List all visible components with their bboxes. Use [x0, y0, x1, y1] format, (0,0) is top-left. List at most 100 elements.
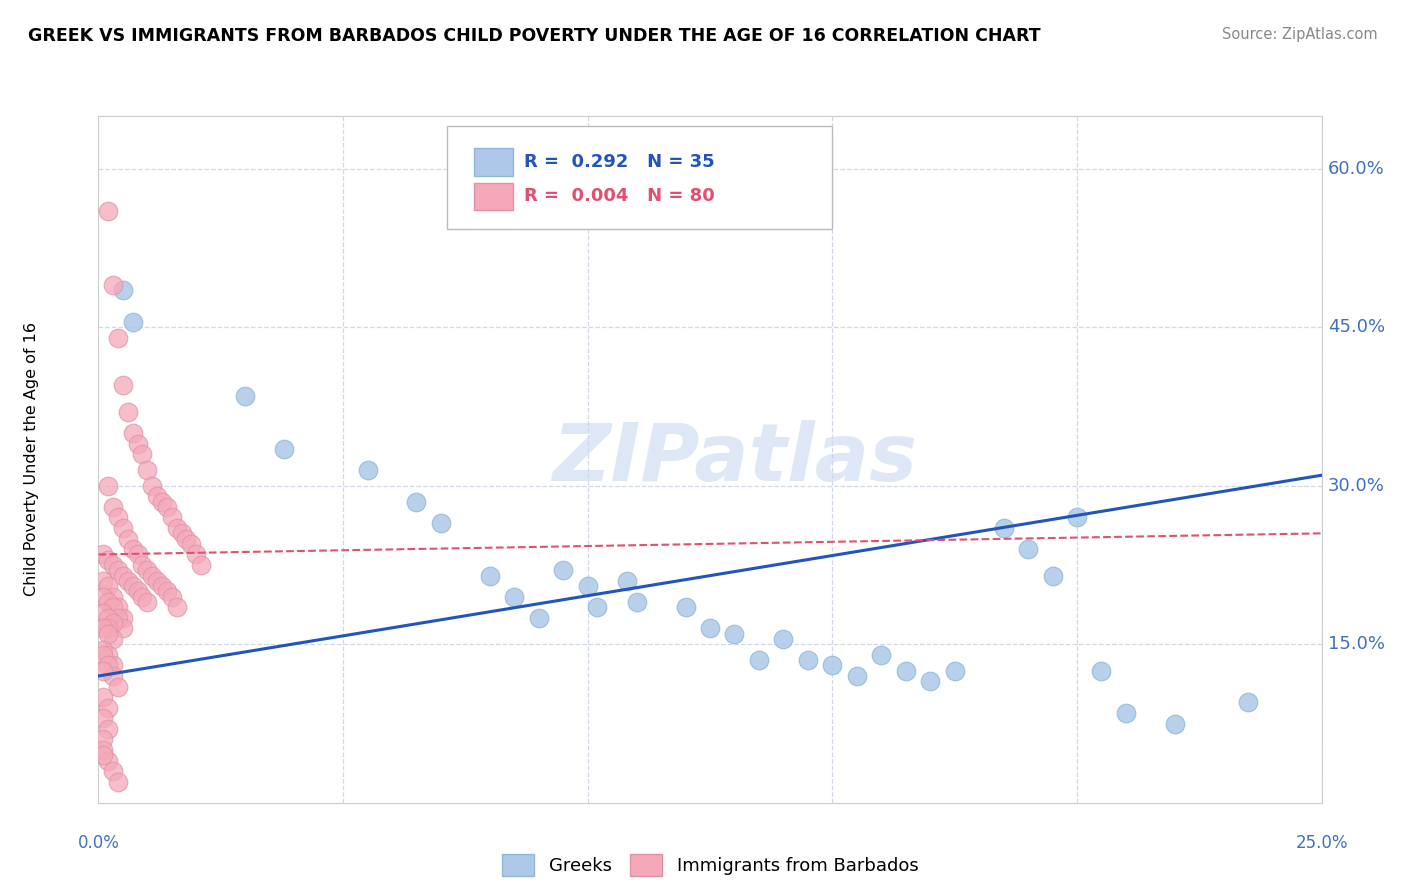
Point	[273, 442, 295, 456]
Point	[943, 664, 966, 678]
Point	[1164, 716, 1187, 731]
Point	[97, 700, 120, 714]
Point	[91, 642, 114, 657]
Point	[101, 590, 124, 604]
Point	[141, 479, 163, 493]
Point	[97, 658, 120, 673]
Point	[131, 447, 153, 461]
Point	[111, 283, 134, 297]
Point	[136, 463, 159, 477]
Point	[1237, 695, 1260, 709]
Point	[576, 579, 599, 593]
Point	[91, 622, 114, 636]
FancyBboxPatch shape	[447, 127, 832, 229]
Text: ZIPatlas: ZIPatlas	[553, 420, 917, 499]
Point	[675, 600, 697, 615]
Text: 30.0%: 30.0%	[1327, 477, 1385, 495]
Point	[121, 425, 143, 440]
Point	[107, 331, 129, 345]
Point	[748, 653, 770, 667]
Point	[121, 542, 143, 557]
Point	[723, 626, 745, 640]
FancyBboxPatch shape	[474, 148, 513, 176]
Point	[845, 669, 868, 683]
Point	[136, 563, 159, 577]
Point	[101, 658, 124, 673]
Point	[478, 568, 501, 582]
Point	[91, 664, 114, 678]
Point	[920, 674, 942, 689]
Point	[91, 711, 114, 725]
Point	[1066, 510, 1088, 524]
Point	[121, 315, 143, 329]
Point	[111, 568, 134, 582]
Point	[993, 521, 1015, 535]
Point	[117, 574, 139, 588]
Text: GREEK VS IMMIGRANTS FROM BARBADOS CHILD POVERTY UNDER THE AGE OF 16 CORRELATION : GREEK VS IMMIGRANTS FROM BARBADOS CHILD …	[28, 27, 1040, 45]
FancyBboxPatch shape	[474, 183, 513, 210]
Point	[150, 494, 173, 508]
Point	[107, 600, 129, 615]
Point	[97, 579, 120, 593]
Point	[166, 521, 188, 535]
Point	[101, 278, 124, 293]
Point	[176, 532, 198, 546]
Point	[186, 548, 208, 562]
Point	[616, 574, 638, 588]
Point	[527, 611, 550, 625]
Point	[111, 521, 134, 535]
Point	[91, 690, 114, 705]
Point	[107, 563, 129, 577]
Point	[117, 405, 139, 419]
Text: 60.0%: 60.0%	[1327, 160, 1385, 178]
Text: Source: ZipAtlas.com: Source: ZipAtlas.com	[1222, 27, 1378, 42]
Point	[160, 510, 183, 524]
Point	[180, 537, 202, 551]
Point	[127, 548, 149, 562]
Point	[156, 500, 179, 514]
Point	[111, 378, 134, 392]
Point	[91, 743, 114, 757]
Point	[97, 553, 120, 567]
Point	[136, 595, 159, 609]
Point	[131, 558, 153, 572]
Point	[107, 510, 129, 524]
Point	[111, 622, 134, 636]
Point	[170, 526, 193, 541]
Point	[107, 774, 129, 789]
Point	[1042, 568, 1064, 582]
Point	[111, 611, 134, 625]
Point	[91, 648, 114, 662]
Point	[586, 600, 609, 615]
Point	[553, 563, 575, 577]
Point	[430, 516, 453, 530]
Text: 45.0%: 45.0%	[1327, 318, 1385, 336]
Point	[101, 669, 124, 683]
Point	[127, 584, 149, 599]
Point	[91, 732, 114, 747]
Point	[1090, 664, 1112, 678]
Point	[156, 584, 179, 599]
Point	[870, 648, 893, 662]
Point	[107, 680, 129, 694]
Point	[356, 463, 378, 477]
Point	[91, 548, 114, 562]
Point	[97, 204, 120, 219]
Point	[1017, 542, 1039, 557]
Point	[150, 579, 173, 593]
Point	[233, 389, 256, 403]
Point	[626, 595, 648, 609]
Point	[160, 590, 183, 604]
Point	[1115, 706, 1137, 720]
Point	[699, 622, 721, 636]
Text: R =  0.292   N = 35: R = 0.292 N = 35	[524, 153, 714, 171]
Legend: Greeks, Immigrants from Barbados: Greeks, Immigrants from Barbados	[495, 847, 925, 883]
Point	[405, 494, 427, 508]
Point	[101, 600, 124, 615]
Point	[97, 648, 120, 662]
Point	[91, 606, 114, 620]
Point	[91, 574, 114, 588]
Point	[97, 754, 120, 768]
Text: 0.0%: 0.0%	[77, 834, 120, 852]
Point	[131, 590, 153, 604]
